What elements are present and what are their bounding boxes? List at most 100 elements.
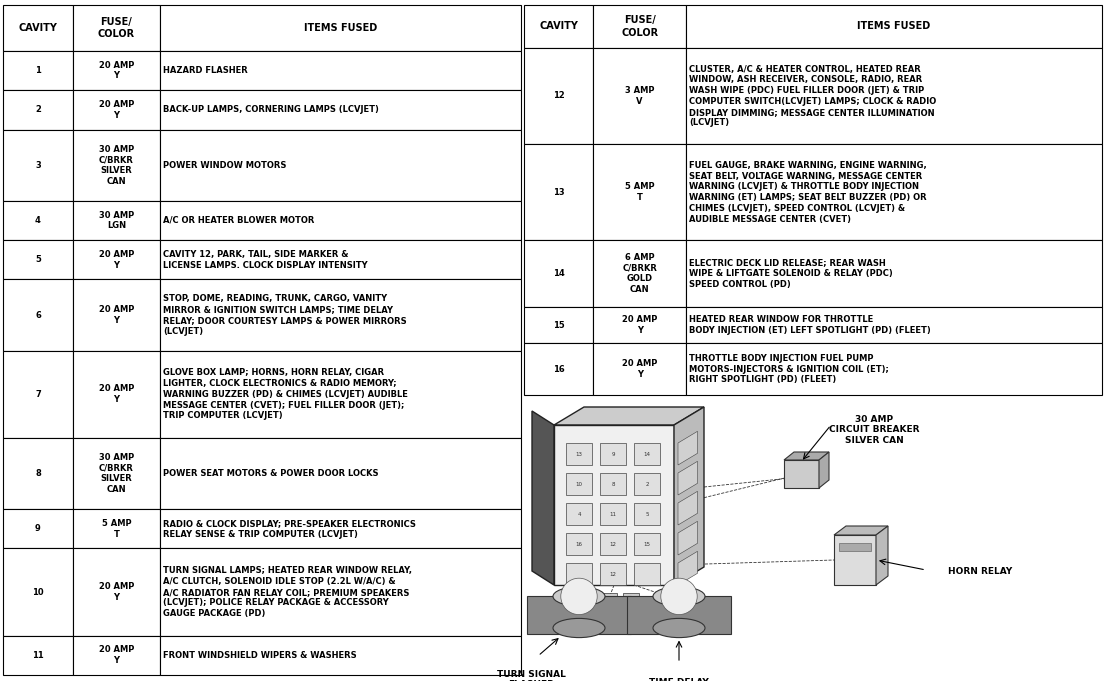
Polygon shape <box>678 491 698 525</box>
Text: 30 AMP
CIRCUIT BREAKER
SILVER CAN: 30 AMP CIRCUIT BREAKER SILVER CAN <box>829 415 920 445</box>
Text: 4: 4 <box>35 216 41 225</box>
Text: 5: 5 <box>35 255 41 264</box>
Text: 4: 4 <box>577 511 581 516</box>
Text: CLUSTER, A/C & HEATER CONTROL, HEATED REAR
WINDOW, ASH RECEIVER, CONSOLE, RADIO,: CLUSTER, A/C & HEATER CONTROL, HEATED RE… <box>689 65 936 127</box>
Polygon shape <box>819 452 829 488</box>
Text: FRONT WINDSHIELD WIPERS & WASHERS: FRONT WINDSHIELD WIPERS & WASHERS <box>163 651 357 660</box>
Bar <box>527 597 631 635</box>
Bar <box>524 343 593 395</box>
Bar <box>566 563 592 585</box>
Text: FUSE/
COLOR: FUSE/ COLOR <box>622 15 658 37</box>
Bar <box>593 144 686 240</box>
Text: 20 AMP
Y: 20 AMP Y <box>98 61 134 80</box>
Bar <box>686 307 1102 343</box>
Text: THROTTLE BODY INJECTION FUEL PUMP
MOTORS-INJECTORS & IGNITION COIL (ET);
RIGHT S: THROTTLE BODY INJECTION FUEL PUMP MOTORS… <box>689 354 889 385</box>
Text: 13: 13 <box>575 452 583 456</box>
Ellipse shape <box>652 587 705 606</box>
Bar <box>73 351 160 438</box>
Bar <box>73 90 160 129</box>
Text: FUEL GAUGE, BRAKE WARNING, ENGINE WARNING,
SEAT BELT, VOLTAGE WARNING, MESSAGE C: FUEL GAUGE, BRAKE WARNING, ENGINE WARNIN… <box>689 161 926 223</box>
Text: 3: 3 <box>35 161 41 170</box>
Text: 5 AMP
T: 5 AMP T <box>625 183 655 202</box>
Text: 8: 8 <box>35 469 41 478</box>
Bar <box>160 635 521 675</box>
Text: 16: 16 <box>553 365 564 374</box>
Bar <box>3 279 73 351</box>
Polygon shape <box>875 526 888 585</box>
Text: 30 AMP
C/BRKR
SILVER
CAN: 30 AMP C/BRKR SILVER CAN <box>99 453 134 494</box>
Bar <box>834 535 875 585</box>
Bar <box>160 5 521 51</box>
Text: ITEMS FUSED: ITEMS FUSED <box>858 21 931 31</box>
Bar <box>554 425 675 585</box>
Text: HEATED REAR WINDOW FOR THROTTLE
BODY INJECTION (ET) LEFT SPOTLIGHT (PD) (FLEET): HEATED REAR WINDOW FOR THROTTLE BODY INJ… <box>689 315 931 335</box>
Bar <box>593 343 686 395</box>
Bar <box>839 543 871 551</box>
Bar <box>634 473 660 495</box>
Text: 12: 12 <box>609 541 616 546</box>
Ellipse shape <box>553 587 605 606</box>
Text: 12: 12 <box>609 571 616 577</box>
Text: 13: 13 <box>553 188 564 197</box>
Bar <box>160 90 521 129</box>
Bar <box>593 240 686 307</box>
Text: 16: 16 <box>575 541 583 546</box>
Bar <box>593 48 686 144</box>
Bar <box>593 307 686 343</box>
Bar <box>160 438 521 509</box>
Text: 20 AMP
Y: 20 AMP Y <box>98 250 134 270</box>
Bar <box>566 473 592 495</box>
Text: 14: 14 <box>644 452 650 456</box>
Bar <box>566 443 592 465</box>
Text: 20 AMP
Y: 20 AMP Y <box>622 360 657 379</box>
Text: 20 AMP
Y: 20 AMP Y <box>98 100 134 120</box>
Text: 11: 11 <box>609 511 616 516</box>
Text: HORN RELAY: HORN RELAY <box>948 567 1012 577</box>
Text: BACK-UP LAMPS, CORNERING LAMPS (LCVJET): BACK-UP LAMPS, CORNERING LAMPS (LCVJET) <box>163 106 379 114</box>
Bar <box>634 533 660 555</box>
Bar <box>3 438 73 509</box>
Bar <box>73 548 160 635</box>
Bar <box>686 343 1102 395</box>
Text: TIME DELAY
RELAY: TIME DELAY RELAY <box>649 678 709 681</box>
Text: RADIO & CLOCK DISPLAY; PRE-SPEAKER ELECTRONICS
RELAY SENSE & TRIP COMPUTER (LCVJ: RADIO & CLOCK DISPLAY; PRE-SPEAKER ELECT… <box>163 519 416 539</box>
Text: 12: 12 <box>553 91 564 101</box>
Bar <box>599 503 626 525</box>
Bar <box>599 443 626 465</box>
Bar <box>524 48 593 144</box>
Bar <box>627 597 731 635</box>
Bar <box>524 307 593 343</box>
Bar <box>3 635 73 675</box>
Bar <box>160 351 521 438</box>
Text: HAZARD FLASHER: HAZARD FLASHER <box>163 66 247 75</box>
Bar <box>3 201 73 240</box>
Bar <box>73 5 160 51</box>
Bar <box>73 240 160 279</box>
Bar <box>160 548 521 635</box>
Polygon shape <box>678 521 698 555</box>
Text: 20 AMP
Y: 20 AMP Y <box>98 582 134 602</box>
Text: 20 AMP
Y: 20 AMP Y <box>98 384 134 404</box>
Text: 10: 10 <box>32 588 44 597</box>
Text: 15: 15 <box>644 541 650 546</box>
Bar <box>593 5 686 48</box>
Bar <box>3 509 73 548</box>
Bar <box>634 503 660 525</box>
Bar <box>601 593 617 603</box>
Text: 3 AMP
V: 3 AMP V <box>625 86 655 106</box>
Text: 5 AMP
T: 5 AMP T <box>102 519 131 539</box>
Bar <box>73 129 160 201</box>
Polygon shape <box>834 526 888 535</box>
Bar <box>3 129 73 201</box>
Text: POWER WINDOW MOTORS: POWER WINDOW MOTORS <box>163 161 286 170</box>
Bar <box>686 240 1102 307</box>
Bar <box>3 548 73 635</box>
Text: 2: 2 <box>35 106 41 114</box>
Text: TURN SIGNAL LAMPS; HEATED REAR WINDOW RELAY,
A/C CLUTCH, SOLENOID IDLE STOP (2.2: TURN SIGNAL LAMPS; HEATED REAR WINDOW RE… <box>163 566 412 618</box>
Text: 10: 10 <box>575 481 583 486</box>
Text: 9: 9 <box>35 524 41 533</box>
Polygon shape <box>675 407 704 585</box>
Bar <box>160 279 521 351</box>
Bar <box>686 48 1102 144</box>
Bar <box>784 460 819 488</box>
